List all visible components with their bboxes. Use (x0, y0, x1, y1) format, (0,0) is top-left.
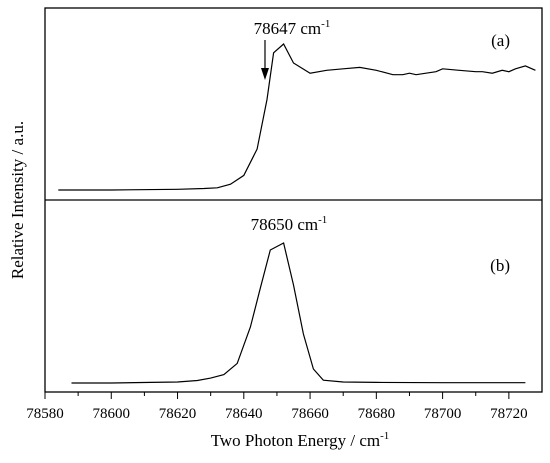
panel-a-label: (a) (491, 31, 510, 50)
x-tick-label: 78600 (93, 406, 131, 422)
x-axis-tick-labels: 78580 78600 78620 78640 78660 78680 78700 78720 (26, 406, 527, 422)
x-axis-title-text: Two Photon Energy / cm (211, 431, 380, 450)
x-tick-label: 78680 (358, 406, 396, 422)
panel-a: (a) 78647 cm-1 (58, 18, 536, 191)
peak-annotation-a: 78647 cm-1 (254, 18, 331, 38)
panel-b: (b) 78650 cm-1 (71, 214, 526, 384)
series-line-panel-a (58, 43, 536, 191)
x-axis-ticks (44, 392, 510, 399)
x-tick-label: 78620 (159, 406, 197, 422)
peak-annotation-b-sup: -1 (318, 214, 327, 226)
peak-annotation-a-text: 78647 cm (254, 19, 322, 38)
x-axis-title: Two Photon Energy / cm-1 (211, 430, 390, 450)
x-tick-label: 78640 (225, 406, 263, 422)
x-tick-label: 78580 (26, 406, 64, 422)
peak-arrow-a (260, 40, 269, 80)
peak-annotation-b: 78650 cm-1 (251, 214, 328, 234)
x-tick-label: 78720 (490, 406, 528, 422)
x-tick-label: 78700 (424, 406, 462, 422)
x-tick-label: 78660 (291, 406, 329, 422)
panel-b-label: (b) (490, 256, 510, 275)
peak-annotation-b-text: 78650 cm (251, 215, 319, 234)
peak-annotation-a-sup: -1 (321, 18, 330, 30)
series-line-panel-b (71, 242, 526, 384)
x-axis-title-sup: -1 (380, 430, 389, 442)
y-axis-title: Relative Intensity / a.u. (8, 121, 27, 279)
arrow-head (260, 68, 269, 80)
